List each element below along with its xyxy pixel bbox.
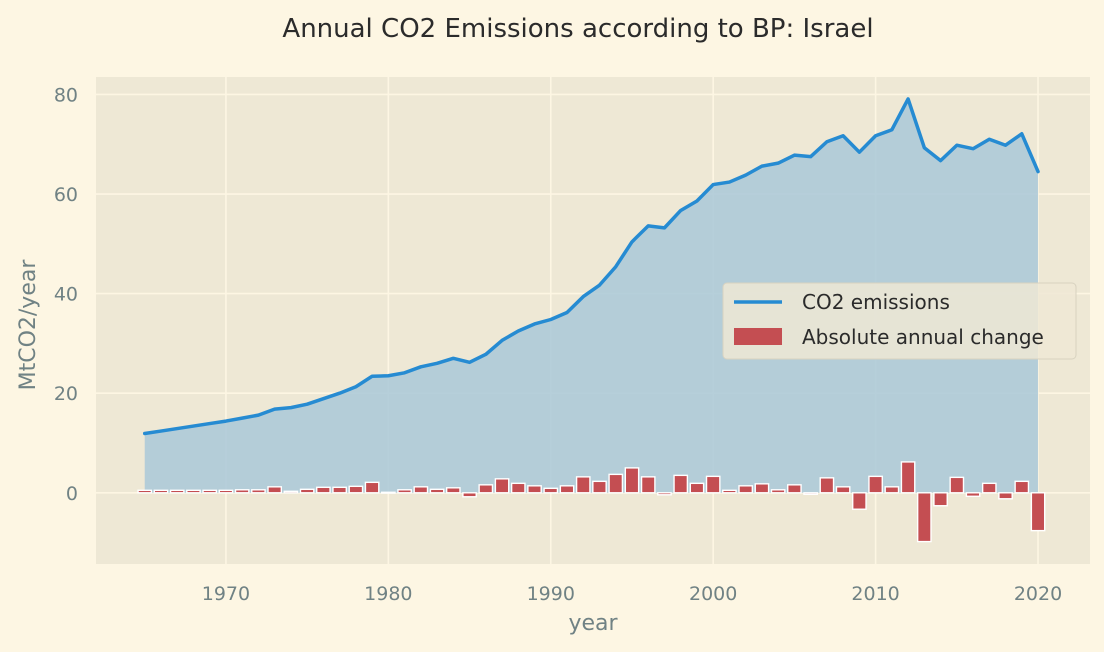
chart-title: Annual CO2 Emissions according to BP: Is… — [282, 14, 873, 44]
annual-change-bar — [640, 476, 656, 494]
annual-change-bar — [1014, 480, 1030, 494]
x-tick-label: 2010 — [851, 583, 899, 605]
annual-change-bar — [478, 484, 494, 494]
annual-change-bar — [689, 482, 705, 494]
annual-change-bar — [445, 487, 461, 494]
annual-change-bars — [137, 461, 1046, 543]
annual-change-bar — [998, 492, 1013, 500]
annual-change-bar — [949, 476, 965, 494]
x-tick-label: 1990 — [527, 583, 575, 605]
annual-change-bar — [1030, 492, 1046, 532]
annual-change-bar — [510, 482, 526, 494]
annual-change-bar — [494, 478, 510, 494]
annual-change-bar — [380, 491, 396, 494]
annual-change-bar — [657, 492, 672, 496]
annual-change-bar — [884, 486, 900, 494]
annual-change-bar — [299, 488, 315, 494]
legend-bar-swatch — [734, 328, 782, 345]
annual-change-bar — [316, 486, 331, 494]
annual-change-bar — [137, 489, 153, 494]
annual-change-bar — [153, 489, 169, 494]
y-tick-label: 0 — [66, 483, 78, 505]
y-tick-label: 80 — [54, 84, 78, 106]
annual-change-bar — [527, 485, 542, 494]
annual-change-bar — [592, 480, 607, 494]
annual-change-bar — [819, 477, 835, 494]
emissions-area-layer — [144, 98, 1039, 493]
x-tick-label: 2000 — [689, 583, 737, 605]
legend-label-change: Absolute annual change — [802, 325, 1044, 349]
annual-change-bar — [916, 492, 932, 543]
annual-change-bar — [283, 490, 299, 494]
annual-change-bar — [559, 485, 575, 494]
annual-change-bar — [364, 481, 380, 494]
emissions-line — [142, 97, 1040, 436]
annual-change-bar — [218, 489, 234, 494]
annual-change-bar — [462, 492, 477, 498]
annual-change-bar — [981, 482, 997, 494]
annual-change-bar — [900, 461, 916, 494]
annual-change-bar — [803, 492, 818, 495]
annual-change-bar — [348, 485, 364, 494]
x-axis-label: year — [568, 611, 618, 636]
annual-change-bar — [251, 489, 266, 494]
x-tick-label: 1970 — [202, 583, 250, 605]
emissions-area — [144, 98, 1039, 493]
annual-change-bar — [770, 489, 786, 494]
annual-change-bar — [868, 475, 883, 494]
annual-change-bar — [673, 474, 689, 494]
annual-change-bar — [413, 486, 429, 494]
annual-change-bar — [722, 489, 737, 494]
axis-ticks: 0 20 40 60 80 1970 1980 1990 2000 2010 2020 — [54, 84, 1062, 605]
annual-change-bar — [705, 475, 721, 494]
legend-box — [722, 282, 1077, 360]
annual-change-bar — [624, 467, 640, 494]
annual-change-bar — [575, 476, 591, 494]
annual-change-bar — [169, 489, 185, 494]
emissions-line-layer — [142, 97, 1040, 436]
annual-change-bar — [397, 489, 412, 494]
annual-change-bar — [787, 484, 802, 494]
y-axis-label: MtCO2/year — [16, 259, 41, 391]
annual-change-bar — [186, 489, 201, 494]
annual-change-bar — [754, 483, 770, 494]
annual-change-bar — [267, 486, 283, 494]
legend: CO2 emissions Absolute annual change — [722, 282, 1077, 360]
annual-change-bar — [738, 485, 754, 494]
annual-change-bar — [852, 492, 867, 510]
annual-change-bar — [933, 492, 948, 507]
annual-change-bar — [429, 488, 445, 494]
annual-change-bar — [835, 486, 851, 494]
annual-change-bar — [234, 489, 250, 494]
y-tick-label: 60 — [54, 184, 78, 206]
x-tick-label: 2020 — [1014, 583, 1062, 605]
annual-change-bar — [202, 489, 218, 494]
y-tick-label: 20 — [54, 383, 78, 405]
x-tick-label: 1980 — [364, 583, 412, 605]
annual-change-bar — [332, 486, 347, 494]
annual-change-bar — [608, 473, 624, 494]
y-tick-label: 40 — [54, 284, 78, 306]
annual-change-bar — [543, 487, 559, 494]
annual-change-bar — [965, 492, 981, 497]
legend-label-emissions: CO2 emissions — [802, 290, 950, 314]
